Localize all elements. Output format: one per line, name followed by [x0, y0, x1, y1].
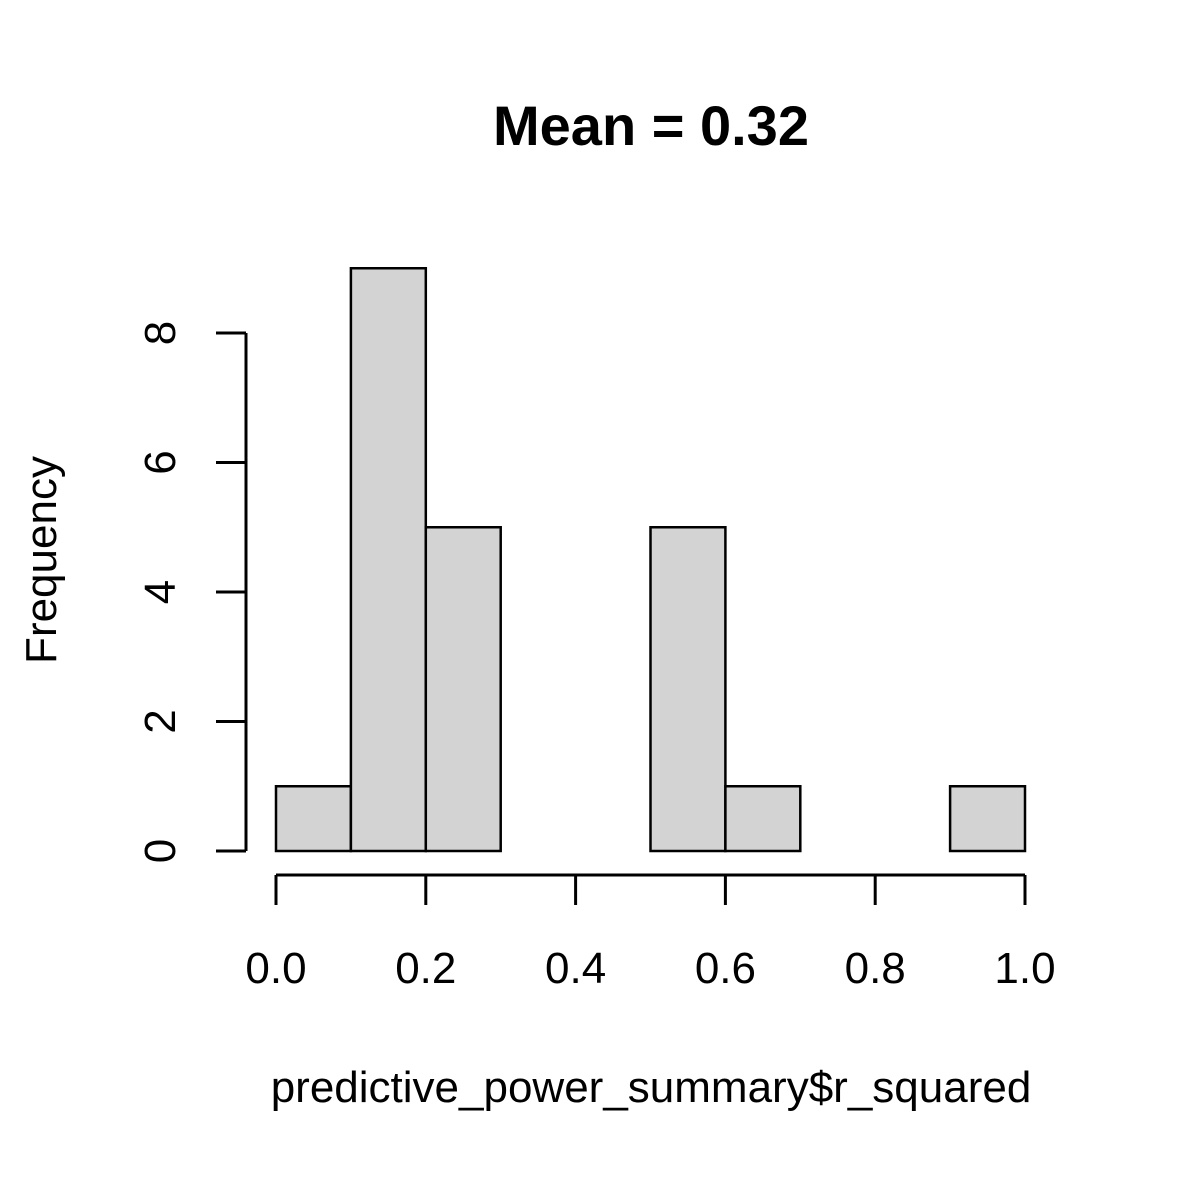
- histogram-bar: [724, 785, 802, 853]
- y-tick-label: 8: [136, 321, 185, 345]
- histogram-bar: [274, 785, 353, 853]
- histogram-bar: [649, 526, 727, 853]
- x-axis: 0.0 0.2 0.4 0.6 0.8 1.0: [245, 873, 1056, 993]
- x-tick-label: 0.0: [245, 944, 306, 993]
- x-tick-label: 1.0: [994, 944, 1055, 993]
- x-tick-label: 0.4: [545, 944, 606, 993]
- histogram-bar: [424, 526, 502, 853]
- y-tick-label: 6: [136, 450, 185, 474]
- chart-title: Mean = 0.32: [493, 94, 809, 157]
- x-axis-label: predictive_power_summary$r_squared: [271, 1063, 1032, 1112]
- y-axis: 0 2 4 6 8: [136, 321, 248, 863]
- x-tick-label: 0.8: [845, 944, 906, 993]
- y-axis-label: Frequency: [17, 456, 66, 664]
- y-tick-label: 0: [136, 839, 185, 863]
- y-tick-label: 4: [136, 580, 185, 604]
- x-tick-label: 0.2: [395, 944, 456, 993]
- histogram-bar: [948, 785, 1027, 853]
- y-tick-label: 2: [136, 709, 185, 733]
- bar-series: [274, 267, 1027, 853]
- histogram-bar: [349, 267, 428, 853]
- x-tick-label: 0.6: [695, 944, 756, 993]
